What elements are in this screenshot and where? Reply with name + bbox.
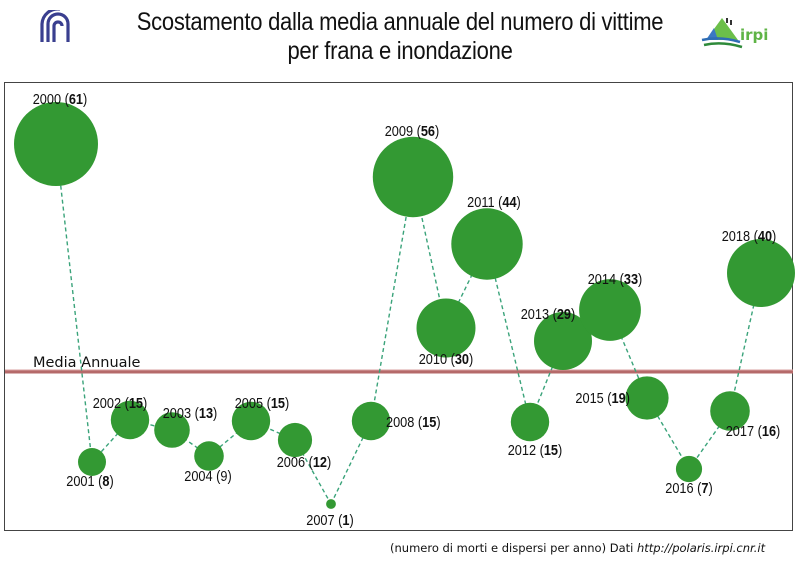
label-value: 15 <box>271 395 286 411</box>
bubble-2014 <box>579 279 641 341</box>
label-year: 2011 ( <box>467 194 503 210</box>
label-value: 30 <box>455 351 470 367</box>
bubble-2007 <box>326 499 336 509</box>
bubble-2009 <box>372 136 454 218</box>
label-value: 9 <box>220 468 227 484</box>
label-value: 19 <box>612 390 627 406</box>
label-year: 2007 ( <box>306 512 343 528</box>
label-year: 2008 ( <box>386 414 423 430</box>
bubble-2000 <box>14 102 98 186</box>
label-year: 2005 ( <box>235 395 272 411</box>
bubble-2017 <box>710 391 750 431</box>
label-value: 12 <box>313 454 328 470</box>
bubble-label-2000: 2000 (61) <box>33 91 88 107</box>
media-annuale-label: Media Annuale <box>33 355 141 371</box>
bubble-2004 <box>194 441 224 471</box>
bubble-label-2006: 2006 (12) <box>277 454 332 470</box>
label-value: 33 <box>624 271 639 287</box>
bubble-label-2008: 2008 (15) <box>386 414 441 430</box>
bubble-label-2002: 2002 (15) <box>93 395 148 411</box>
footer-note: (numero di morti e dispersi per anno) Da… <box>390 541 765 555</box>
label-value: 15 <box>129 395 144 411</box>
bubble-2001 <box>78 448 106 476</box>
label-value: 40 <box>758 228 773 244</box>
label-year: 2003 ( <box>163 405 200 421</box>
label-value: 61 <box>69 91 84 107</box>
connector-line <box>55 143 93 463</box>
irpi-logo-text: irpi <box>740 26 768 44</box>
bubble-2002 <box>110 400 150 440</box>
label-year: 2000 ( <box>33 91 70 107</box>
bubble-label-2015: 2015 (19) <box>575 390 630 406</box>
bubble-2018 <box>727 239 795 307</box>
label-year: 2010 ( <box>419 351 456 367</box>
bubble-2010 <box>416 298 476 358</box>
bubble-labels: 2000 (61) 2001 (8) 2002 (15) 2003 (13) 2004 … <box>33 91 781 528</box>
connector-line <box>330 420 372 505</box>
connector-line <box>729 272 762 412</box>
bubble-label-2013: 2013 (29) <box>521 306 576 322</box>
label-value: 7 <box>701 480 708 496</box>
bubble-2006 <box>277 422 313 458</box>
bubble-label-2016: 2016 (7) <box>665 480 712 496</box>
label-year: 2002 ( <box>93 395 130 411</box>
label-year: 2018 ( <box>722 228 759 244</box>
label-value: 29 <box>557 306 572 322</box>
bubble-2016 <box>675 455 703 483</box>
bubble-label-2001: 2001 (8) <box>66 473 113 489</box>
label-year: 2009 ( <box>385 123 422 139</box>
label-year: 2004 ( <box>184 468 221 484</box>
bubble-label-2014: 2014 (33) <box>588 271 643 287</box>
bubble-label-2003: 2003 (13) <box>163 405 218 421</box>
bubble-label-2017: 2017 (16) <box>726 423 781 439</box>
label-year: 2001 ( <box>66 473 103 489</box>
label-value: 15 <box>544 442 559 458</box>
label-year: 2012 ( <box>508 442 545 458</box>
bubble-2013 <box>534 312 592 370</box>
bubble-2005 <box>231 401 271 441</box>
bubble-2003 <box>154 412 190 448</box>
bubble-2015 <box>625 376 669 420</box>
bubble-2008 <box>351 401 391 441</box>
label-value: 56 <box>421 123 436 139</box>
bubble-label-2012: 2012 (15) <box>508 442 563 458</box>
label-year: 2013 ( <box>521 306 558 322</box>
cnr-logo-icon <box>40 10 70 42</box>
bubble-label-2011: 2011 (44) <box>467 194 521 210</box>
connector-line <box>370 176 414 422</box>
bubble-label-2005: 2005 (15) <box>235 395 290 411</box>
title-line-1: Scostamento dalla media annuale del nume… <box>136 8 664 36</box>
label-value: 13 <box>199 405 214 421</box>
footer-url: http://polaris.irpi.cnr.it <box>636 541 766 555</box>
chart-frame <box>4 82 793 531</box>
bubble-label-2010: 2010 (30) <box>419 351 474 367</box>
label-year: 2016 ( <box>665 480 702 496</box>
label-year: 2006 ( <box>277 454 314 470</box>
label-value: 8 <box>102 473 109 489</box>
connector-line <box>294 439 332 505</box>
label-value: 16 <box>762 423 777 439</box>
irpi-logo-icon: irpi <box>701 18 768 49</box>
label-year: 2015 ( <box>575 390 612 406</box>
label-value: 15 <box>422 414 437 430</box>
label-value: 1 <box>342 512 349 528</box>
bubble-label-2007: 2007 (1) <box>306 512 353 528</box>
label-value: 44 <box>502 194 517 210</box>
bubble-label-2004: 2004 (9) <box>184 468 231 484</box>
title-line-2: per frana e inondazione <box>287 37 513 65</box>
label-year: 2017 ( <box>726 423 763 439</box>
bubbles <box>14 102 795 509</box>
footer-text: (numero di morti e dispersi per anno) Da… <box>390 541 637 555</box>
bubble-2012 <box>510 402 550 442</box>
bubble-label-2009: 2009 (56) <box>385 123 440 139</box>
chart-title: Scostamento dalla media annuale del nume… <box>127 8 673 66</box>
bubble-2011 <box>451 208 523 280</box>
label-year: 2014 ( <box>588 271 625 287</box>
bubble-label-2018: 2018 (40) <box>722 228 777 244</box>
